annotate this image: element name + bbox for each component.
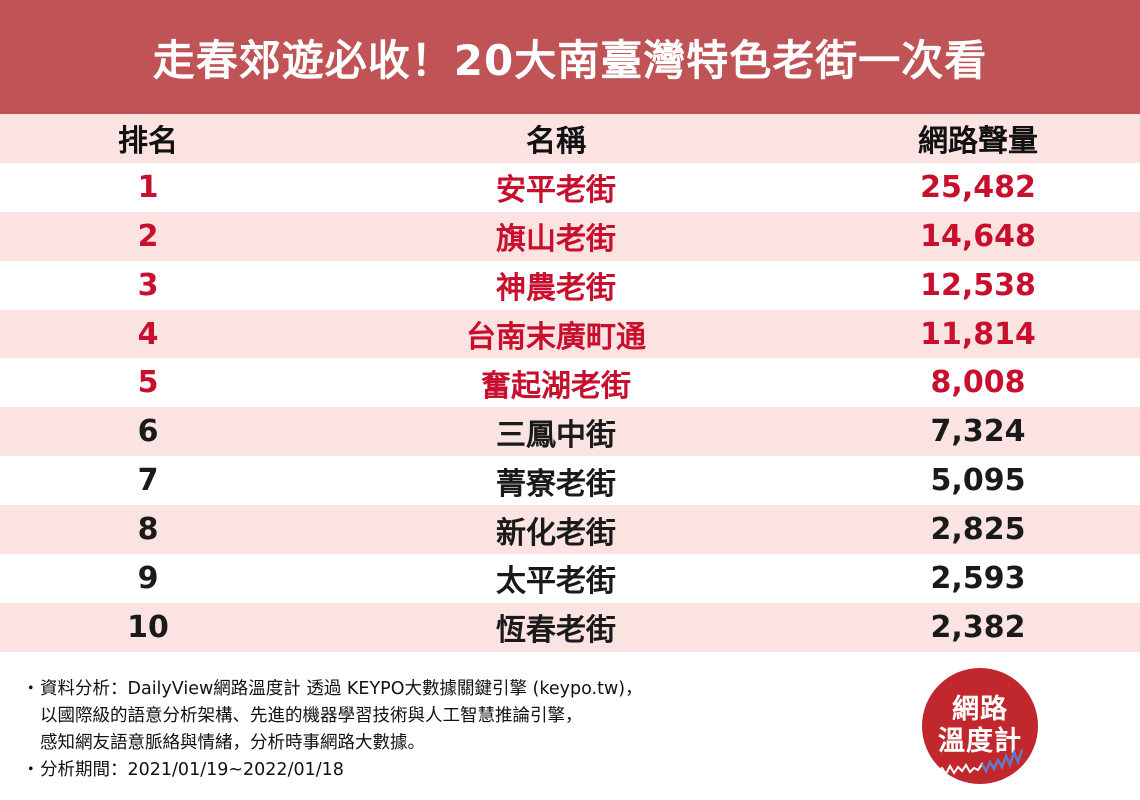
name-cell: 新化老街 <box>496 515 616 551</box>
table-row: 10 恆春老街 2,382 <box>0 602 1140 652</box>
table-row: 3 神農老街 12,538 <box>0 261 1140 310</box>
bullet: ・ <box>22 760 40 780</box>
waveform-icon <box>935 748 1023 776</box>
footer: ・資料分析：DailyView網路溫度計 透過 KEYPO大數據關鍵引擎 (ke… <box>0 662 1140 800</box>
name-cell: 太平老街 <box>496 564 616 600</box>
volume-cell: 25,482 <box>920 169 1036 205</box>
table-row: 8 新化老街 2,825 <box>0 505 1140 555</box>
name-cell: 菁寮老街 <box>496 466 616 502</box>
name-cell: 安平老街 <box>496 173 616 209</box>
rank-cell: 5 <box>137 365 159 401</box>
volume-cell: 5,095 <box>930 463 1026 499</box>
rank-cell: 1 <box>137 169 159 205</box>
rank-cell: 8 <box>137 512 159 548</box>
rank-cell: 4 <box>137 316 159 352</box>
volume-cell: 2,825 <box>930 512 1026 548</box>
logo-text-line2: 溫度計 <box>938 726 1022 757</box>
table-row: 6 三鳳中街 7,324 <box>0 407 1140 457</box>
rank-cell: 10 <box>127 609 169 645</box>
title-banner: 走春郊遊必收！20大南臺灣特色老街一次看 <box>0 0 1140 114</box>
table-row: 1 安平老街 25,482 <box>0 163 1140 212</box>
volume-cell: 7,324 <box>930 414 1026 450</box>
table-row: 2 旗山老街 14,648 <box>0 211 1140 261</box>
volume-cell: 2,593 <box>930 560 1026 596</box>
brand-logo: 網路 溫度計 <box>922 668 1038 784</box>
header-volume: 網路聲量 <box>918 124 1038 160</box>
volume-cell: 12,538 <box>920 267 1036 303</box>
rank-cell: 7 <box>137 463 159 499</box>
table-row: 5 奮起湖老街 8,008 <box>0 358 1140 407</box>
rank-cell: 2 <box>137 218 159 254</box>
rank-cell: 9 <box>137 560 159 596</box>
table-header-row: 排名 名稱 網路聲量 <box>0 114 1140 163</box>
volume-cell: 11,814 <box>920 316 1036 352</box>
table-row: 7 菁寮老街 5,095 <box>0 456 1140 505</box>
name-cell: 恆春老街 <box>496 613 616 649</box>
period-text: 分析期間：2021/01/19~2022/01/18 <box>40 760 344 780</box>
name-cell: 三鳳中街 <box>496 417 616 453</box>
name-cell: 奮起湖老街 <box>481 368 631 404</box>
note-line: 感知網友語意脈絡與情緒，分析時事網路大數據。 <box>40 733 425 753</box>
volume-cell: 8,008 <box>930 365 1026 401</box>
header-name: 名稱 <box>526 124 586 160</box>
table-row: 4 台南末廣町通 11,814 <box>0 309 1140 359</box>
page-title: 走春郊遊必收！20大南臺灣特色老街一次看 <box>152 35 988 85</box>
name-cell: 台南末廣町通 <box>466 320 646 355</box>
name-cell: 神農老街 <box>496 271 616 307</box>
source-notes: ・資料分析：DailyView網路溫度計 透過 KEYPO大數據關鍵引擎 (ke… <box>22 676 643 784</box>
rank-cell: 3 <box>137 267 159 303</box>
table-row: 9 太平老街 2,593 <box>0 554 1140 603</box>
rank-cell: 6 <box>137 414 159 450</box>
logo-text-line1: 網路 <box>952 694 1008 725</box>
name-cell: 旗山老街 <box>496 222 616 258</box>
note-line: ・資料分析：DailyView網路溫度計 透過 KEYPO大數據關鍵引擎 (ke… <box>22 676 643 703</box>
volume-cell: 2,382 <box>930 609 1026 645</box>
note-text: 資料分析：DailyView網路溫度計 透過 KEYPO大數據關鍵引擎 (key… <box>40 679 643 699</box>
period-line: ・分析期間：2021/01/19~2022/01/18 <box>22 757 643 784</box>
bullet: ・ <box>22 679 40 699</box>
header-rank: 排名 <box>118 124 178 160</box>
ranking-table: 排名 名稱 網路聲量 1 安平老街 25,482 2 旗山老街 14,648 3… <box>0 114 1140 652</box>
note-line: 以國際級的語意分析架構、先進的機器學習技術與人工智慧推論引擎， <box>40 706 583 726</box>
volume-cell: 14,648 <box>920 218 1036 254</box>
